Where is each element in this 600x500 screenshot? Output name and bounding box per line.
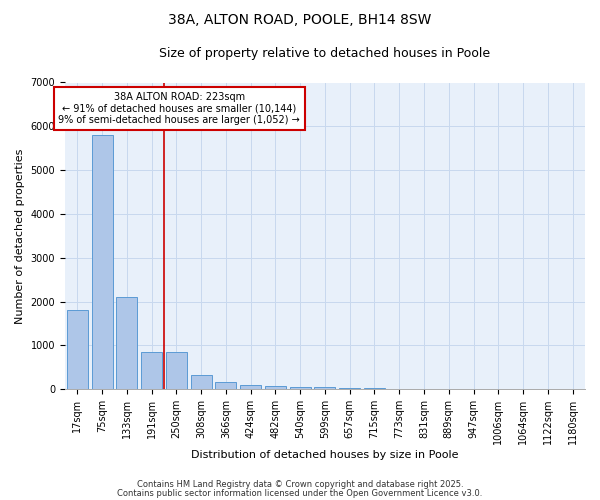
Bar <box>314 388 335 389</box>
Text: Contains public sector information licensed under the Open Government Licence v3: Contains public sector information licen… <box>118 488 482 498</box>
Bar <box>116 297 137 389</box>
Bar <box>215 382 236 389</box>
Bar <box>191 375 212 389</box>
Text: 38A ALTON ROAD: 223sqm
← 91% of detached houses are smaller (10,144)
9% of semi-: 38A ALTON ROAD: 223sqm ← 91% of detached… <box>58 92 300 125</box>
X-axis label: Distribution of detached houses by size in Poole: Distribution of detached houses by size … <box>191 450 459 460</box>
Bar <box>389 388 410 389</box>
Bar <box>265 386 286 389</box>
Bar <box>290 387 311 389</box>
Bar <box>364 388 385 389</box>
Title: Size of property relative to detached houses in Poole: Size of property relative to detached ho… <box>160 48 491 60</box>
Bar <box>166 352 187 389</box>
Bar <box>141 352 162 389</box>
Y-axis label: Number of detached properties: Number of detached properties <box>15 148 25 324</box>
Text: Contains HM Land Registry data © Crown copyright and database right 2025.: Contains HM Land Registry data © Crown c… <box>137 480 463 489</box>
Bar <box>339 388 360 389</box>
Bar <box>67 310 88 389</box>
Bar <box>92 135 113 389</box>
Bar <box>240 385 261 389</box>
Text: 38A, ALTON ROAD, POOLE, BH14 8SW: 38A, ALTON ROAD, POOLE, BH14 8SW <box>169 12 431 26</box>
